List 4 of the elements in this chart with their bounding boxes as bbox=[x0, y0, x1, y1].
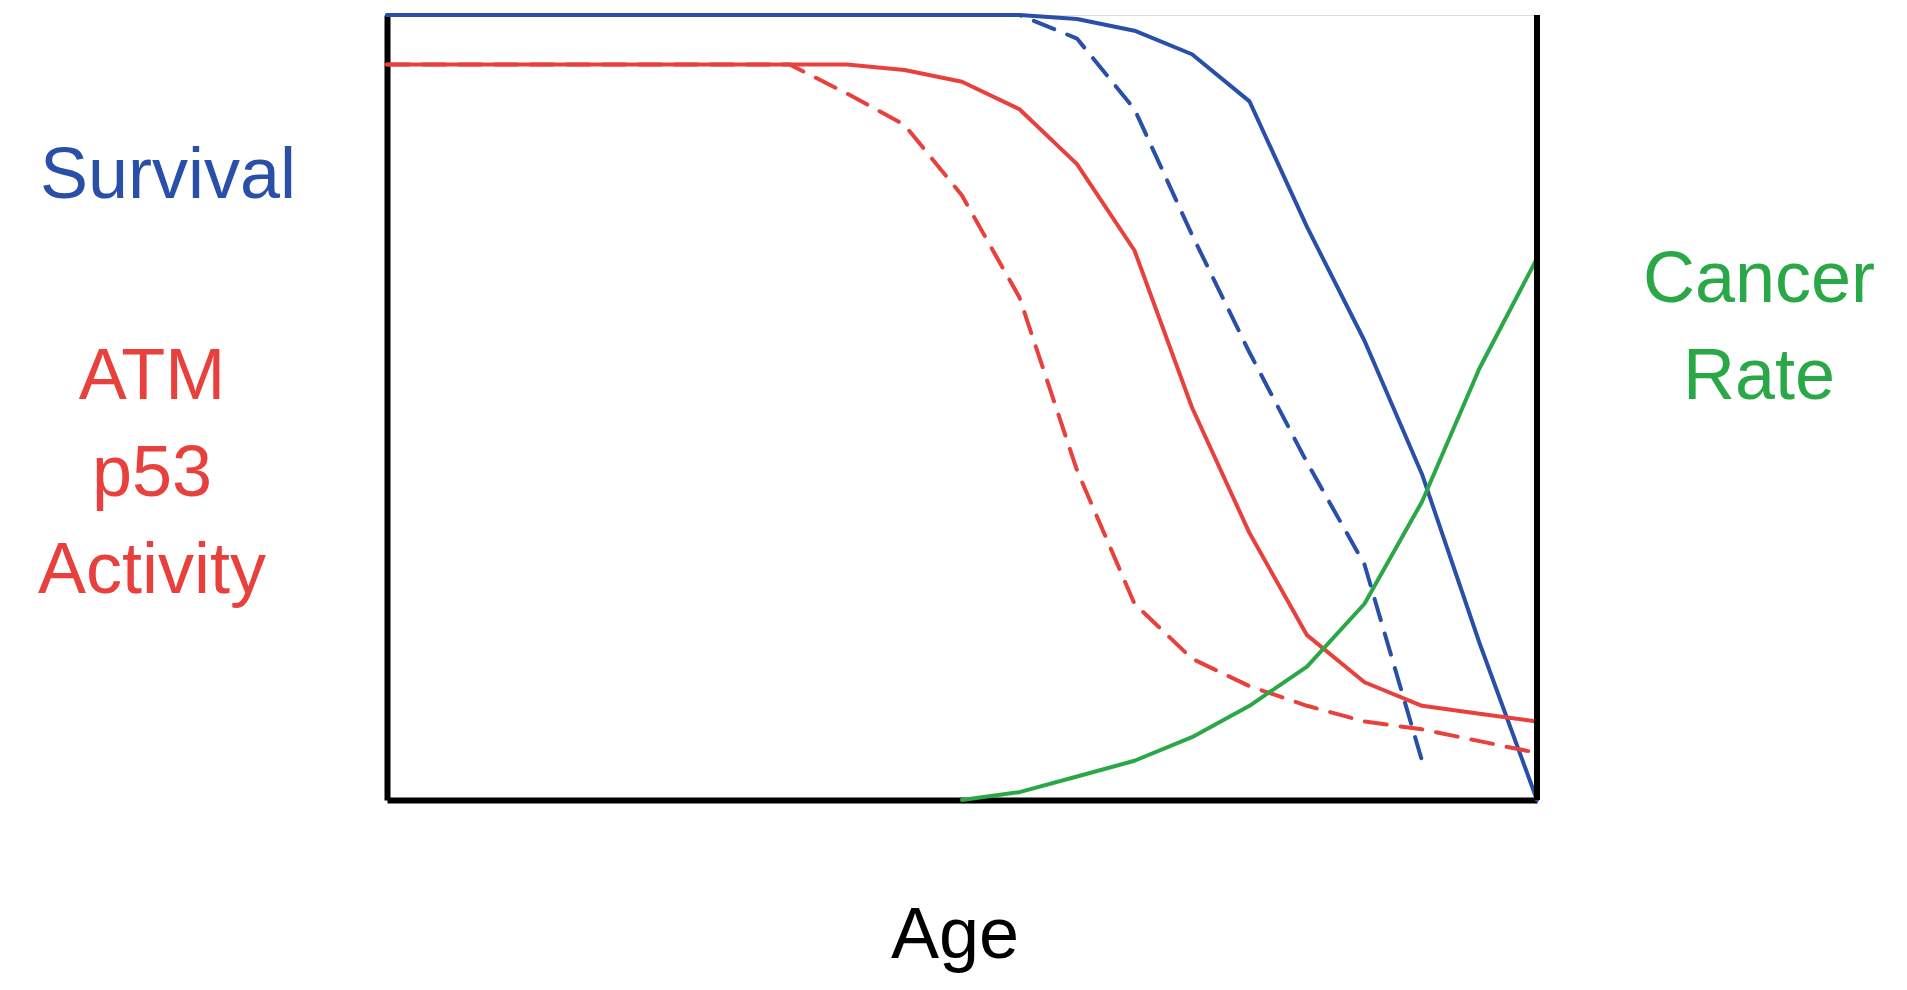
y-axis-title: Survival bbox=[39, 133, 297, 213]
text: ATM p53 Activity bbox=[37, 334, 267, 609]
y2-axis-title: Cancer Rate bbox=[1642, 237, 1876, 415]
x-axis-title: Age bbox=[890, 893, 1020, 973]
